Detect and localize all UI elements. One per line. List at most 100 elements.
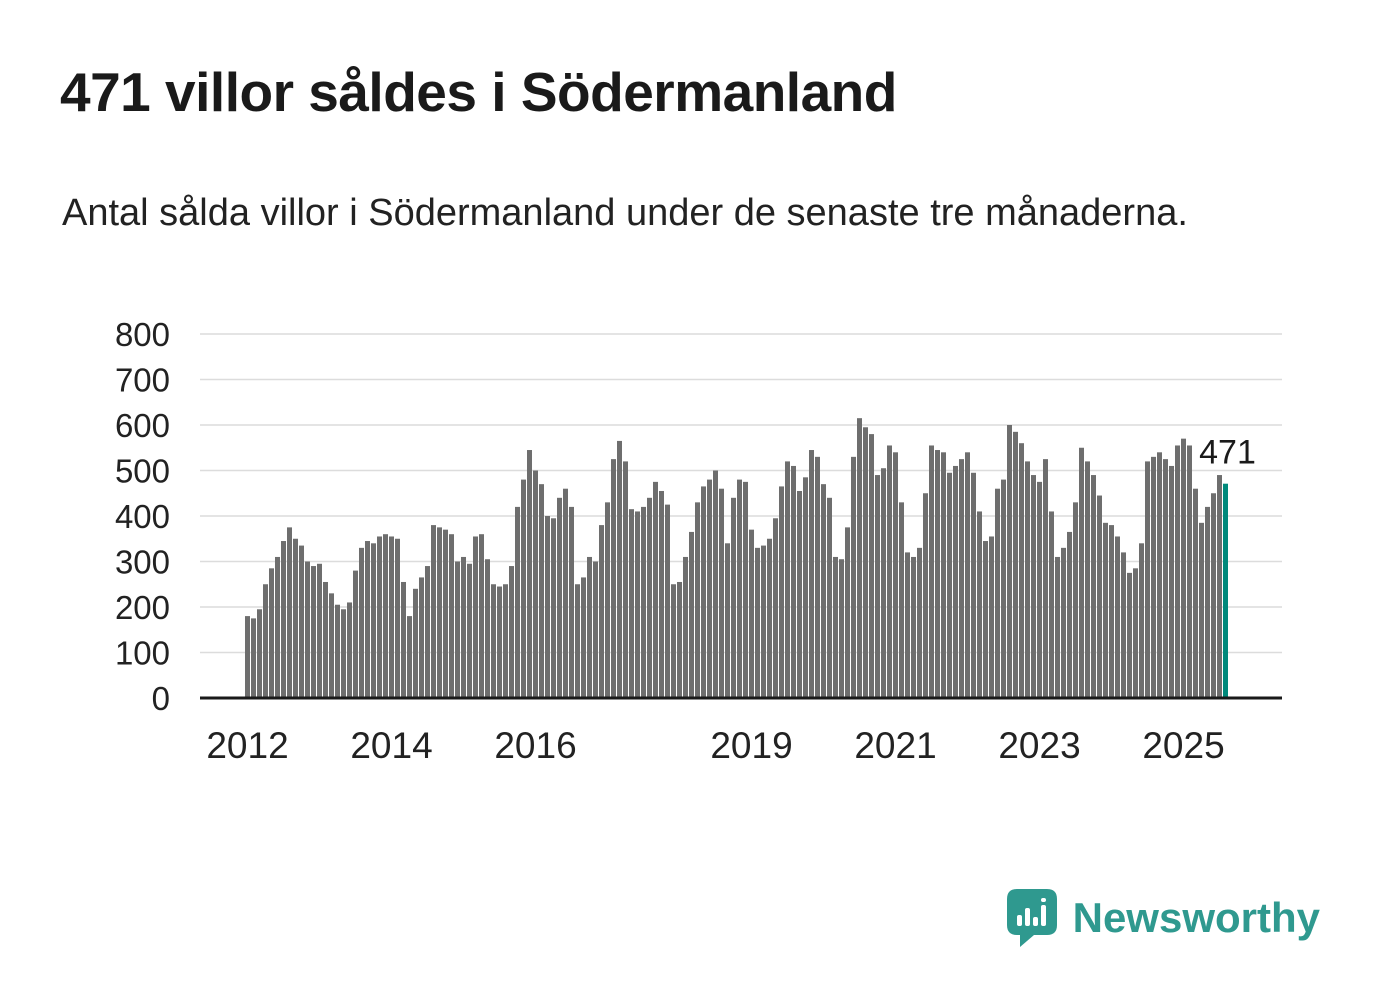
bar — [443, 529, 448, 698]
bar — [1181, 438, 1186, 698]
bar — [1193, 488, 1198, 698]
bar — [701, 486, 706, 698]
bar — [1091, 475, 1096, 698]
bar — [1031, 475, 1036, 698]
newsworthy-logo-icon — [1006, 889, 1057, 947]
x-tick-label: 2025 — [1142, 725, 1224, 766]
bar — [503, 584, 508, 698]
bar — [821, 484, 826, 698]
bar — [353, 570, 358, 698]
y-tick-label: 400 — [115, 498, 170, 535]
bar — [1211, 493, 1216, 698]
bar — [455, 561, 460, 698]
bar — [629, 509, 634, 698]
bar — [623, 461, 628, 698]
bar — [899, 502, 904, 698]
y-tick-label: 700 — [115, 362, 170, 399]
bar — [677, 581, 682, 698]
bar — [341, 609, 346, 698]
bar — [1037, 481, 1042, 698]
bar — [1115, 536, 1120, 698]
bar — [569, 506, 574, 698]
bar — [803, 477, 808, 698]
bar — [1055, 556, 1060, 698]
x-tick-label: 2016 — [494, 725, 576, 766]
bar — [695, 502, 700, 698]
x-tick-label: 2019 — [710, 725, 792, 766]
bar — [713, 470, 718, 698]
bar — [971, 472, 976, 698]
bar — [1049, 511, 1054, 698]
bar — [1121, 552, 1126, 698]
bar — [719, 488, 724, 698]
bar — [671, 584, 676, 698]
bar — [977, 511, 982, 698]
bar — [425, 566, 430, 698]
bar — [311, 566, 316, 698]
bar — [449, 534, 454, 698]
bar — [731, 497, 736, 698]
bar — [857, 418, 862, 698]
bar — [1109, 525, 1114, 698]
bar — [887, 445, 892, 698]
y-tick-label: 0 — [152, 680, 170, 717]
bar — [725, 543, 730, 698]
bar — [293, 538, 298, 698]
x-tick-label: 2014 — [350, 725, 432, 766]
bar — [815, 456, 820, 698]
bar — [305, 561, 310, 698]
y-tick-label: 500 — [115, 453, 170, 490]
chart-subtitle: Antal sålda villor i Södermanland under … — [62, 192, 1188, 234]
bar — [431, 525, 436, 698]
bar — [401, 581, 406, 698]
bar — [1019, 443, 1024, 698]
x-tick-label: 2012 — [206, 725, 288, 766]
bar — [575, 584, 580, 698]
bar — [1013, 431, 1018, 698]
bar — [557, 497, 562, 698]
bar — [551, 518, 556, 698]
bar — [863, 427, 868, 698]
bar — [467, 563, 472, 698]
bar — [911, 556, 916, 698]
bar — [437, 527, 442, 698]
bar — [563, 488, 568, 698]
bar — [413, 588, 418, 698]
bar — [461, 556, 466, 698]
bar — [269, 568, 274, 698]
bar — [833, 556, 838, 698]
bar — [395, 538, 400, 698]
bar — [809, 450, 814, 698]
bar — [1169, 465, 1174, 698]
bar — [995, 488, 1000, 698]
bar — [1133, 568, 1138, 698]
bar — [929, 445, 934, 698]
bar — [1085, 461, 1090, 698]
bar — [299, 545, 304, 698]
bar-current — [1223, 483, 1228, 698]
bar — [851, 456, 856, 698]
bar — [827, 497, 832, 698]
bar — [605, 502, 610, 698]
bar — [1001, 479, 1006, 698]
bar — [917, 547, 922, 698]
bar — [839, 559, 844, 698]
bar — [743, 481, 748, 698]
bar — [1073, 502, 1078, 698]
bar — [941, 452, 946, 698]
bar — [989, 536, 994, 698]
bar — [599, 525, 604, 698]
y-tick-label: 600 — [115, 407, 170, 444]
bar — [905, 552, 910, 698]
bar — [1139, 543, 1144, 698]
bar — [371, 543, 376, 698]
bar — [1043, 459, 1048, 698]
bar — [797, 490, 802, 698]
bar — [317, 563, 322, 698]
bar — [347, 602, 352, 698]
bar — [581, 577, 586, 698]
y-tick-label: 300 — [115, 544, 170, 581]
